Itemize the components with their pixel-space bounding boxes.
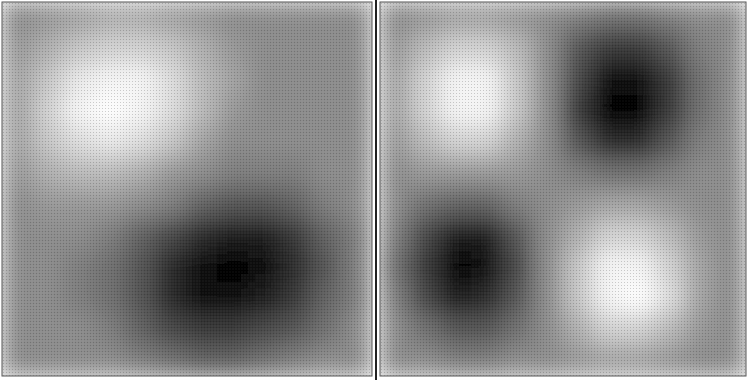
- background: [0, 0, 750, 380]
- contour-panel: [2, 2, 373, 377]
- contour-panel: [380, 2, 747, 377]
- cell-group: [380, 2, 746, 376]
- texture: [2, 2, 372, 376]
- field: [380, 2, 746, 376]
- texture: [380, 2, 746, 376]
- panel-frame: [2, 2, 372, 376]
- cell-group: [2, 2, 372, 376]
- panel-frame: [380, 2, 746, 376]
- figure: [0, 0, 750, 380]
- field: [2, 2, 372, 376]
- divider: [375, 0, 377, 380]
